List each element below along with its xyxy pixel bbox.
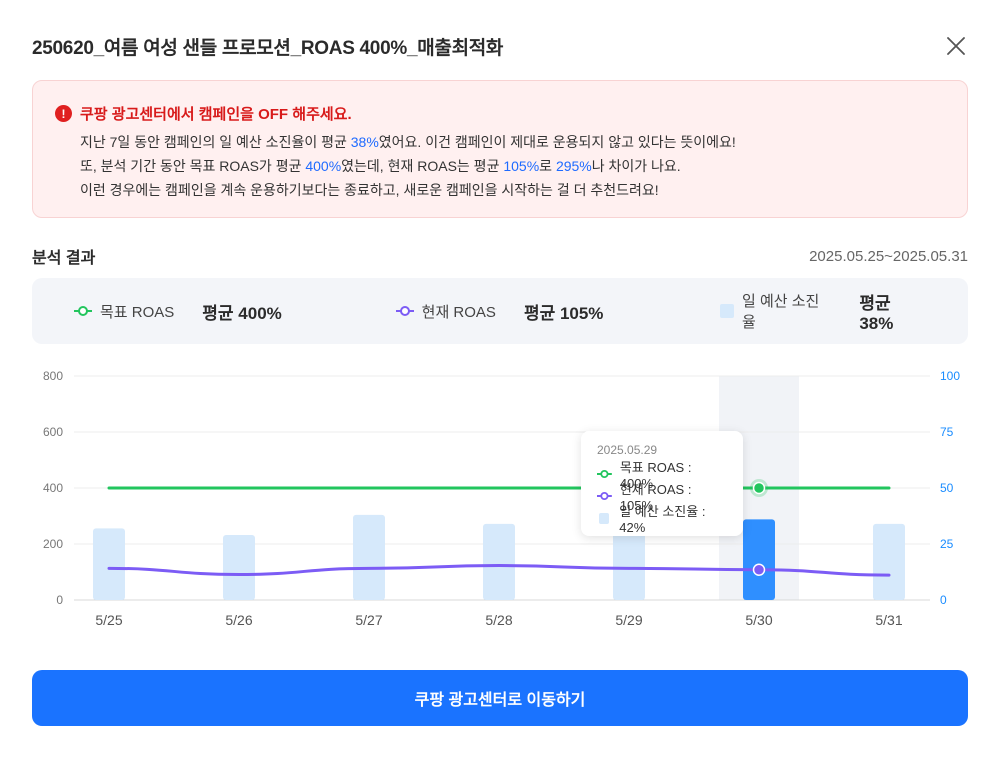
left-axis-tick: 400 — [43, 481, 63, 495]
go-to-coupang-ads-button[interactable]: 쿠팡 광고센터로 이동하기 — [32, 670, 968, 726]
summary-label: 목표 ROAS — [100, 303, 175, 321]
warning-alert: ! 쿠팡 광고센터에서 캠페인을 OFF 해주세요. 지난 7일 동안 캠페인의… — [32, 80, 968, 218]
x-axis-tick: 5/27 — [355, 612, 382, 628]
bar-legend-icon — [720, 304, 734, 318]
alert-line-2: 또, 분석 기간 동안 목표 ROAS가 평균 400%였는데, 현재 ROAS… — [80, 158, 681, 174]
left-axis-tick: 600 — [43, 425, 63, 439]
budget-bar — [483, 523, 515, 600]
bar-legend-icon — [599, 512, 610, 524]
exclamation-circle-icon: ! — [55, 105, 72, 122]
x-axis-tick: 5/31 — [875, 612, 902, 628]
tooltip-target-row: 목표 ROAS : 400% — [597, 460, 727, 491]
budget-bar — [223, 535, 255, 600]
current-roas-point — [752, 563, 766, 577]
close-button[interactable] — [944, 34, 968, 58]
tooltip-budget-row: 일 예산 소진율 : 42% — [597, 504, 727, 535]
target-roas-point — [752, 481, 766, 495]
combo-chart[interactable]: 0 200 400 600 800 0 25 50 75 100 5/25 5/26 5/27 5/28 5… — [0, 360, 1000, 640]
line-legend-icon — [597, 491, 612, 501]
summary-value: 평균 400% — [202, 303, 282, 323]
budget-bar — [353, 514, 385, 600]
left-axis-tick: 800 — [43, 369, 63, 383]
campaign-title: 250620_여름 여성 샌들 프로모션_ROAS 400%_매출최적화 — [32, 37, 504, 59]
right-axis-tick: 25 — [940, 537, 954, 551]
alert-line-1: 지난 7일 동안 캠페인의 일 예산 소진율이 평균 38%였어요. 이건 캠페… — [80, 134, 736, 150]
summary-label: 일 예산 소진율 — [742, 293, 820, 331]
summary-value: 평균 38% — [859, 293, 894, 333]
line-legend-icon — [74, 306, 92, 316]
tooltip-current-value: 현재 ROAS : 105% — [619, 482, 692, 513]
summary-target-roas: 목표 ROAS 평균 400% — [74, 299, 396, 324]
section-title: 분석 결과 — [32, 250, 96, 267]
summary-bar: 목표 ROAS 평균 400% 현재 ROAS 평균 105% 일 예산 소진율… — [32, 278, 968, 344]
summary-value: 평균 105% — [523, 303, 604, 323]
chart-tooltip: 2025.05.29 목표 ROAS : 400% 현재 ROAS : 105%… — [581, 431, 743, 536]
tooltip-budget-value: 일 예산 소진율 : 42% — [619, 504, 706, 535]
budget-bar — [873, 523, 905, 600]
x-axis-tick: 5/30 — [745, 612, 772, 628]
left-axis-tick: 0 — [56, 593, 63, 607]
x-axis-tick: 5/29 — [615, 612, 642, 628]
summary-budget-burn: 일 예산 소진율 평균 38% — [720, 289, 928, 334]
budget-bar — [93, 528, 125, 600]
tooltip-target-value: 목표 ROAS : 400% — [619, 460, 692, 491]
x-axis-tick: 5/26 — [225, 612, 252, 628]
right-axis-tick: 50 — [940, 481, 954, 495]
tooltip-date: 2025.05.29 — [597, 443, 658, 457]
left-axis-tick: 200 — [43, 537, 63, 551]
x-axis-tick: 5/28 — [485, 612, 512, 628]
line-legend-icon — [597, 469, 612, 479]
summary-current-roas: 현재 ROAS 평균 105% — [395, 299, 721, 324]
date-range: 2025.05.25~2025.05.31 — [809, 247, 968, 265]
alert-line-3: 이런 경우에는 캠페인을 계속 운용하기보다는 종료하고, 새로운 캠페인을 시… — [80, 182, 659, 198]
alert-title: 쿠팡 광고센터에서 캠페인을 OFF 해주세요. — [80, 106, 352, 123]
line-legend-icon — [395, 306, 414, 316]
budget-bar — [743, 519, 775, 600]
summary-label: 현재 ROAS — [421, 303, 496, 321]
x-axis-tick: 5/25 — [95, 612, 122, 628]
tooltip-current-row: 현재 ROAS : 105% — [597, 482, 727, 513]
analysis-header: 분석 결과 2025.05.25~2025.05.31 — [32, 244, 968, 268]
right-axis-tick: 100 — [940, 369, 960, 383]
chart-svg: 0 200 400 600 800 0 25 50 75 100 5/25 5/26 5/27 5/28 5… — [43, 369, 960, 628]
right-axis-tick: 0 — [940, 593, 947, 607]
right-axis-tick: 75 — [940, 425, 954, 439]
close-icon — [947, 37, 965, 55]
modal-header: 250620_여름 여성 샌들 프로모션_ROAS 400%_매출최적화 — [32, 30, 968, 62]
